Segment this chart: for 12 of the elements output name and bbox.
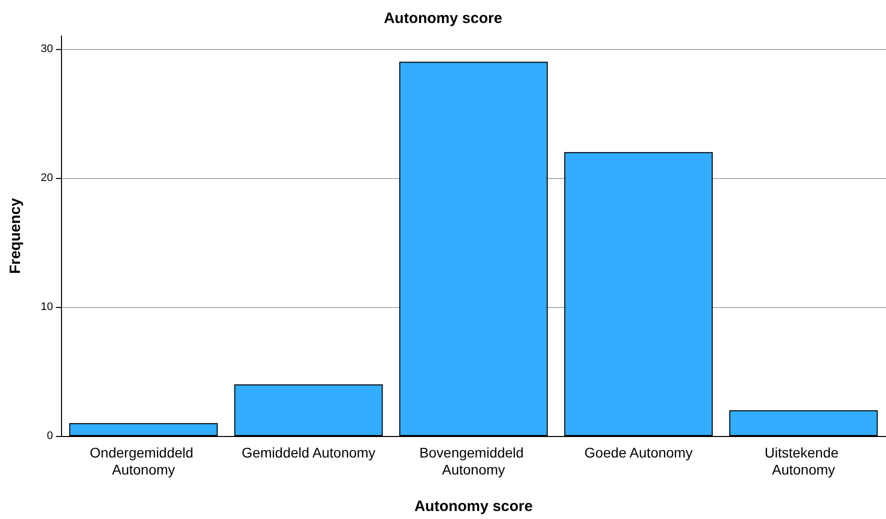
y-axis-title: Frequency [7,197,24,274]
y-tick-label: 10 [40,300,53,313]
y-tick-label: 20 [40,172,53,184]
x-tick-label: Uitstekende Autonomy [764,444,842,478]
x-tick-label: Ondergemiddeld Autonomy [90,444,198,478]
x-tick-label: Goede Autonomy [584,444,693,460]
x-tick-label: Bovengemiddeld Autonomy [419,444,528,478]
x-tick-label: Gemiddeld Autonomy [242,444,376,460]
chart-title: Autonomy score [384,10,502,27]
x-axis-title: Autonomy score [414,498,533,515]
y-tick-label: 30 [40,42,53,55]
y-tick-label: 0 [46,430,53,442]
